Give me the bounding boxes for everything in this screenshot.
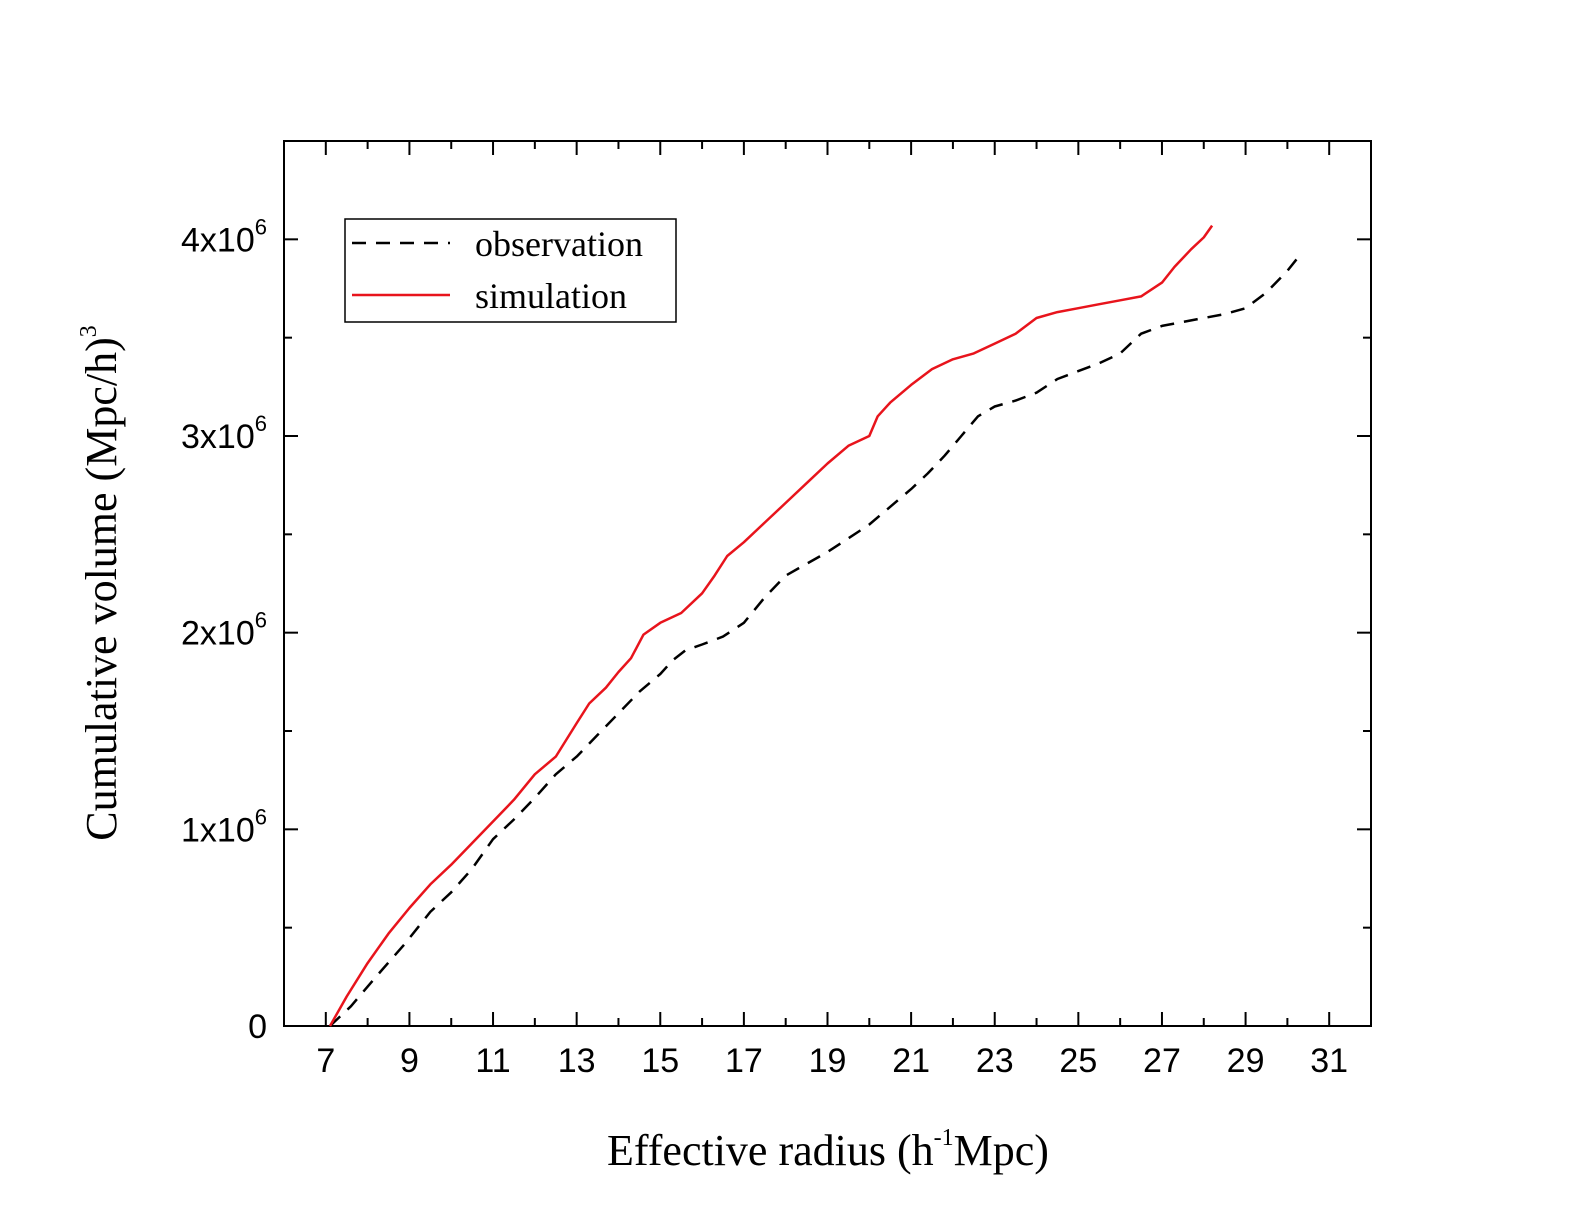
x-tick-label: 15: [641, 1042, 679, 1080]
series-line-simulation: [328, 224, 1214, 1027]
legend-label-simulation: simulation: [475, 276, 627, 316]
x-tick-label: 13: [558, 1042, 596, 1080]
tick-marks: [283, 140, 1372, 1027]
y-tick-label: 0: [248, 1008, 267, 1046]
y-tick-label: 3x106: [181, 411, 267, 456]
y-tick-label: 2x106: [181, 608, 267, 653]
tick-labels: 7 9 11 13 15 17 19 21 23 25 27 29 31 0 1x106 2x106 3x106…: [181, 214, 1348, 1080]
x-tick-label: 9: [400, 1042, 419, 1080]
y-tick-label: 4x106: [181, 214, 267, 259]
x-tick-label: 11: [475, 1042, 510, 1080]
x-tick-label: 19: [809, 1042, 847, 1080]
x-tick-label: 31: [1310, 1042, 1348, 1080]
series-line-observation: [329, 254, 1301, 1027]
x-tick-label: 27: [1143, 1042, 1181, 1080]
plot-area-frame: [283, 140, 1372, 1027]
y-axis-title: Cumulative volume (Mpc/h)3: [76, 325, 126, 840]
legend-box: [344, 218, 677, 323]
legend-label-observation: observation: [475, 224, 643, 264]
x-tick-label: 23: [976, 1042, 1014, 1080]
x-axis-title: Effective radius (h-1Mpc): [607, 1125, 1049, 1175]
x-tick-label: 7: [316, 1042, 335, 1080]
legend: observation simulation: [344, 218, 677, 323]
x-tick-label: 25: [1059, 1042, 1097, 1080]
x-tick-label: 17: [725, 1042, 763, 1080]
x-tick-label: 29: [1227, 1042, 1265, 1080]
series-lines: [328, 224, 1301, 1027]
y-tick-label: 1x106: [181, 804, 267, 849]
x-tick-label: 21: [892, 1042, 930, 1080]
